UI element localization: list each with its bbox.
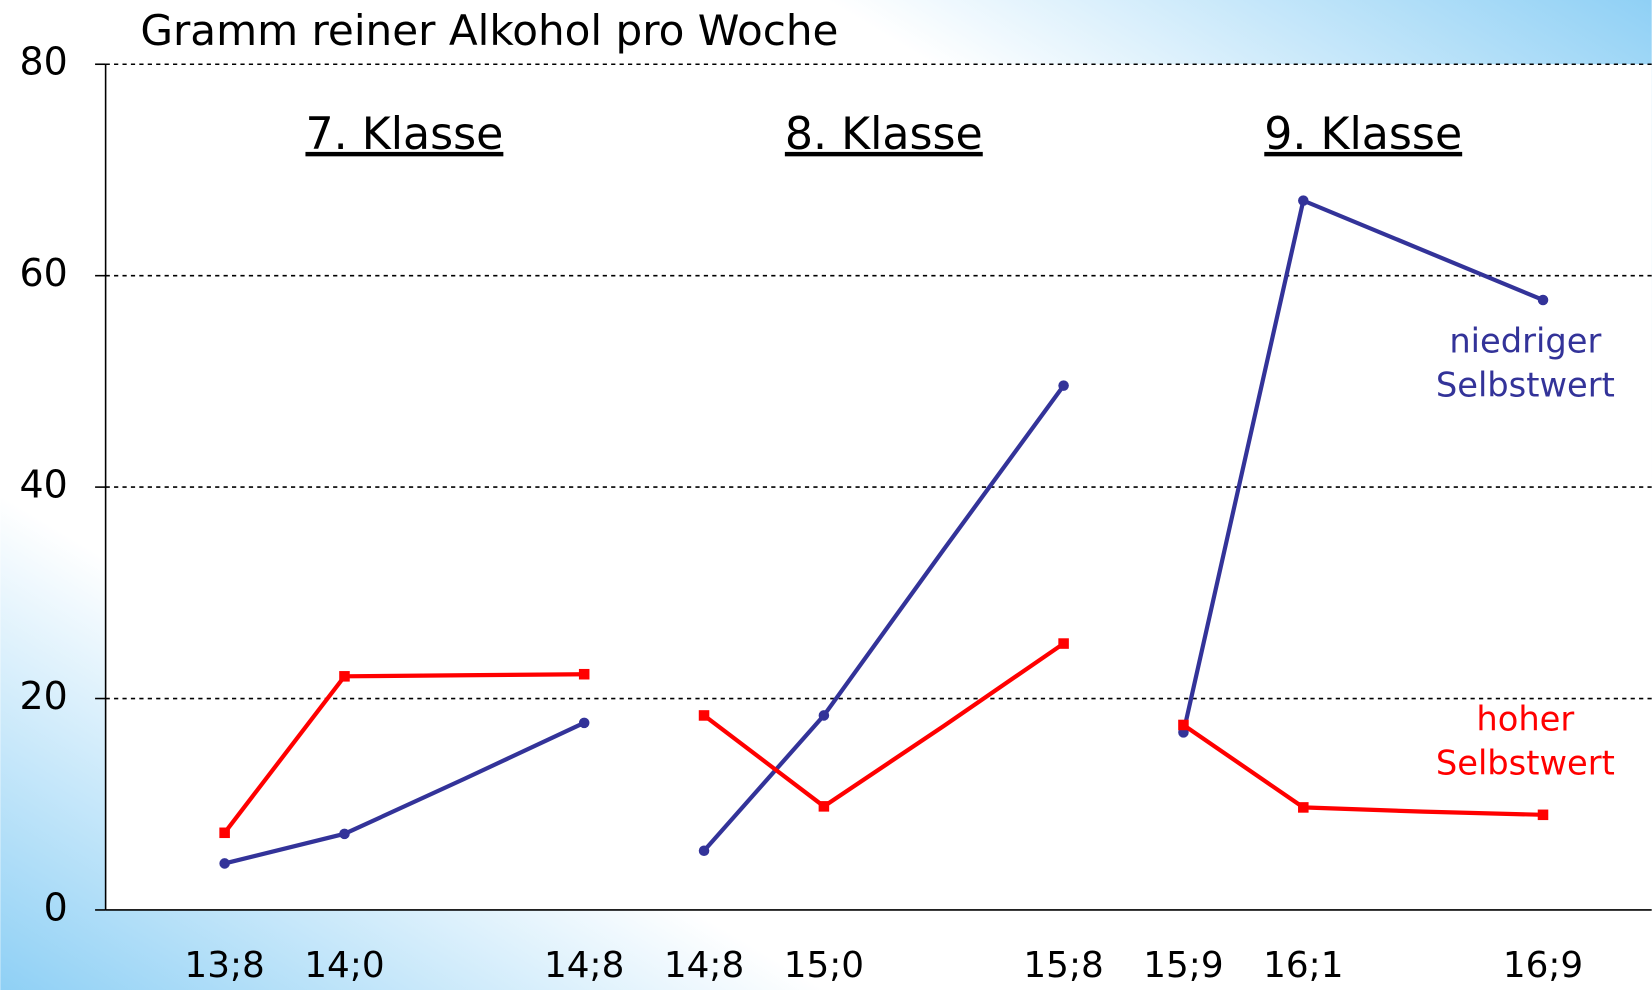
panel-title: 7. Klasse [305, 109, 503, 160]
panel-title: 8. Klasse [785, 109, 983, 160]
y-tick-label: 80 [19, 40, 67, 84]
marker [578, 717, 590, 729]
x-tick-label: 15;9 [1143, 945, 1223, 986]
marker [219, 827, 230, 839]
marker [698, 845, 710, 857]
series-label: niedriger Selbstwert [1436, 321, 1615, 404]
plot-area [105, 64, 1652, 910]
marker [1058, 638, 1069, 649]
series-line [224, 720, 586, 866]
marker [219, 858, 230, 869]
x-tick-label: 14;8 [664, 945, 744, 986]
series-line [222, 672, 585, 835]
series-line [702, 641, 1065, 809]
series-line [702, 384, 1066, 853]
x-tick-label: 16;9 [1503, 945, 1583, 986]
x-tick-label: 14;0 [304, 945, 384, 986]
x-tick-label: 15;8 [1023, 945, 1103, 986]
chart-title: Gramm reiner Alkohol pro Woche [140, 6, 838, 55]
x-tick-label: 16;1 [1263, 945, 1343, 986]
y-tick-label: 60 [19, 251, 67, 295]
marker [818, 801, 830, 812]
x-tick-label: 14;8 [544, 945, 624, 986]
marker [578, 668, 590, 680]
series-line [1181, 197, 1544, 733]
marker [1178, 719, 1189, 731]
marker [339, 671, 350, 682]
series-label: hoher Selbstwert [1436, 699, 1615, 782]
marker [1537, 809, 1549, 821]
marker [1298, 195, 1309, 206]
panel-title: 9. Klasse [1264, 109, 1462, 160]
marker [818, 710, 830, 721]
marker [1298, 802, 1309, 813]
marker [339, 828, 350, 840]
marker [1537, 294, 1549, 306]
y-tick-label: 40 [19, 463, 67, 507]
y-tick-label: 0 [44, 885, 68, 929]
marker [698, 710, 710, 721]
x-tick-label: 15;0 [784, 945, 864, 986]
x-tick-label: 13;8 [184, 945, 264, 986]
series-line [1182, 723, 1544, 817]
y-tick-label: 20 [19, 674, 67, 718]
marker [1058, 380, 1069, 391]
